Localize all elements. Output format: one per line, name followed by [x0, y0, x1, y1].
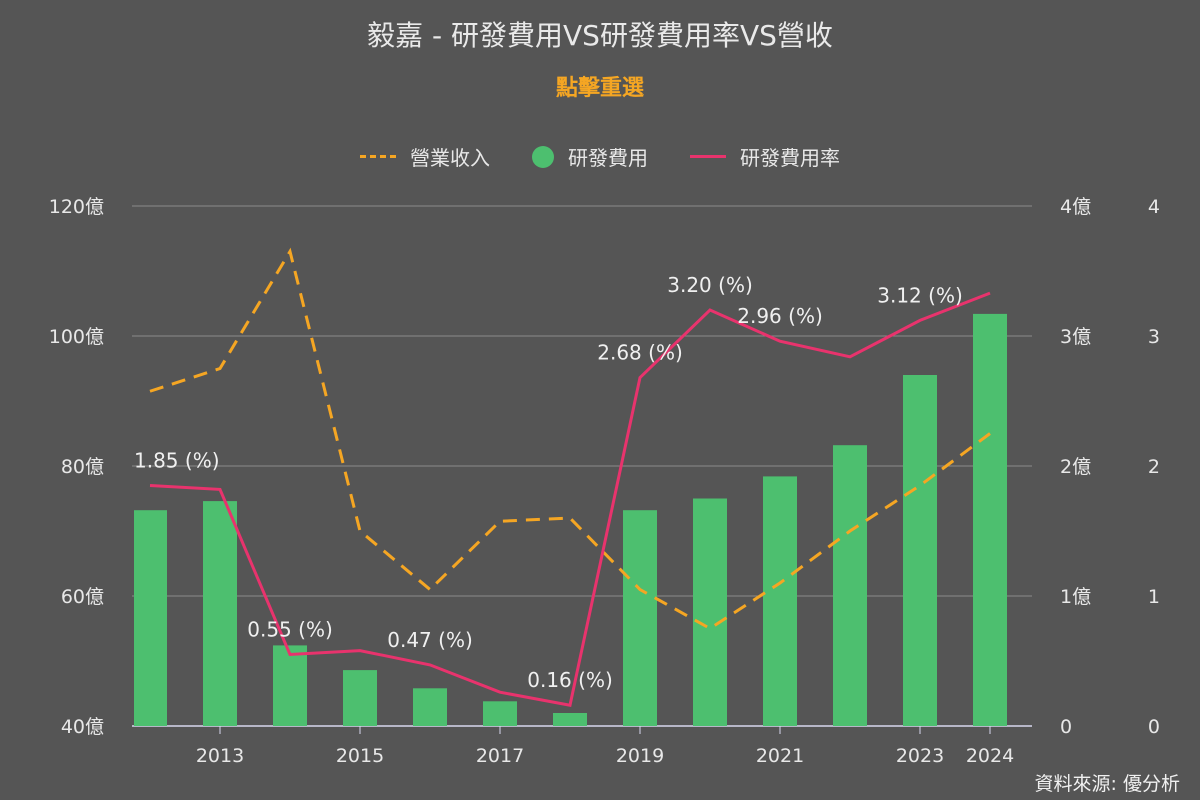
line-revenue [149, 247, 991, 631]
left-axis-tick-label: 40億 [61, 716, 104, 738]
data-label-rd-ratio: 2.68 (%) [597, 341, 683, 365]
right-axis-tick-label: 3 [1148, 326, 1160, 348]
dashed-line-swatch-icon [360, 155, 396, 158]
left-axis-tick-label: 100億 [49, 326, 104, 348]
data-label-rd-ratio: 0.16 (%) [527, 668, 613, 692]
right-axis-tick-label: 0 [1148, 716, 1160, 738]
x-axis-tick-label: 2015 [336, 745, 384, 767]
data-label-rd-ratio: 0.55 (%) [247, 618, 333, 642]
bar-rd-expense [973, 313, 1007, 726]
axes: 40億 60億 80億 100億 120億 0 1億 2億 3億 4億 0 1 2 3 4 2013 2015 2… [49, 196, 1160, 767]
x-axis-tick-label: 2013 [196, 745, 244, 767]
bar-rd-expense [134, 510, 167, 726]
legend-item-revenue[interactable]: 營業收入 [360, 142, 490, 171]
data-labels: 1.85 (%) 0.55 (%) 0.47 (%) 0.16 (%) 2.68 (%)… [134, 273, 963, 692]
series-lines [149, 247, 991, 707]
middle-axis-tick-label: 1億 [1060, 586, 1091, 608]
x-axis-tick-label: 2019 [616, 745, 664, 767]
data-label-rd-ratio: 2.96 (%) [737, 304, 823, 328]
bar-rd-expense [203, 501, 237, 726]
x-axis-tick-label: 2023 [896, 745, 944, 767]
right-axis-tick-label: 2 [1148, 456, 1160, 478]
circle-swatch-icon [532, 145, 554, 168]
data-label-rd-ratio: 0.47 (%) [387, 628, 473, 652]
right-axis-tick-label: 4 [1148, 196, 1160, 218]
bar-rd-expense [273, 645, 307, 726]
legend-item-rd-ratio[interactable]: 研發費用率 [690, 142, 840, 171]
x-axis-tick-label: 2017 [476, 745, 524, 767]
bar-rd-expense [553, 713, 587, 726]
x-axis-tick-label: 2021 [756, 745, 804, 767]
bar-rd-expense [903, 375, 937, 726]
chart-title: 毅嘉 - 研發費用VS研發費用率VS營收 [367, 19, 833, 52]
bars-rd-expense [134, 313, 1007, 726]
right-axis-tick-label: 1 [1148, 586, 1160, 608]
legend-label-revenue: 營業收入 [410, 146, 490, 170]
data-label-rd-ratio: 3.12 (%) [877, 283, 963, 307]
bar-rd-expense [833, 445, 867, 726]
left-axis-tick-label: 60億 [61, 586, 104, 608]
reselect-link[interactable]: 點擊重選 [555, 76, 644, 101]
middle-axis-tick-label: 0 [1060, 716, 1072, 738]
middle-axis-tick-label: 3億 [1060, 326, 1091, 348]
legend-label-rd-ratio: 研發費用率 [740, 146, 840, 170]
x-axis-tick-label: 2024 [966, 745, 1014, 767]
bar-rd-expense [763, 476, 797, 726]
left-axis-tick-label: 80億 [61, 456, 104, 478]
line-rd-ratio [149, 291, 991, 707]
middle-axis-tick-label: 2億 [1060, 456, 1091, 478]
data-label-rd-ratio: 3.20 (%) [667, 273, 753, 297]
legend-label-rd-expense: 研發費用 [568, 146, 648, 170]
left-axis-tick-label: 120億 [49, 196, 104, 218]
legend-item-rd-expense[interactable]: 研發費用 [532, 142, 648, 171]
middle-axis-tick-label: 4億 [1060, 196, 1091, 218]
legend: 營業收入 研發費用 研發費用率 [0, 142, 1200, 171]
bar-rd-expense [413, 688, 447, 726]
bar-rd-expense [343, 670, 377, 726]
bar-rd-expense [483, 701, 517, 726]
bar-rd-expense [693, 498, 727, 726]
data-label-rd-ratio: 1.85 (%) [134, 449, 220, 473]
source-note: 資料來源: 優分析 [1034, 773, 1180, 795]
bar-rd-expense [623, 510, 657, 726]
solid-line-swatch-icon [690, 155, 726, 158]
